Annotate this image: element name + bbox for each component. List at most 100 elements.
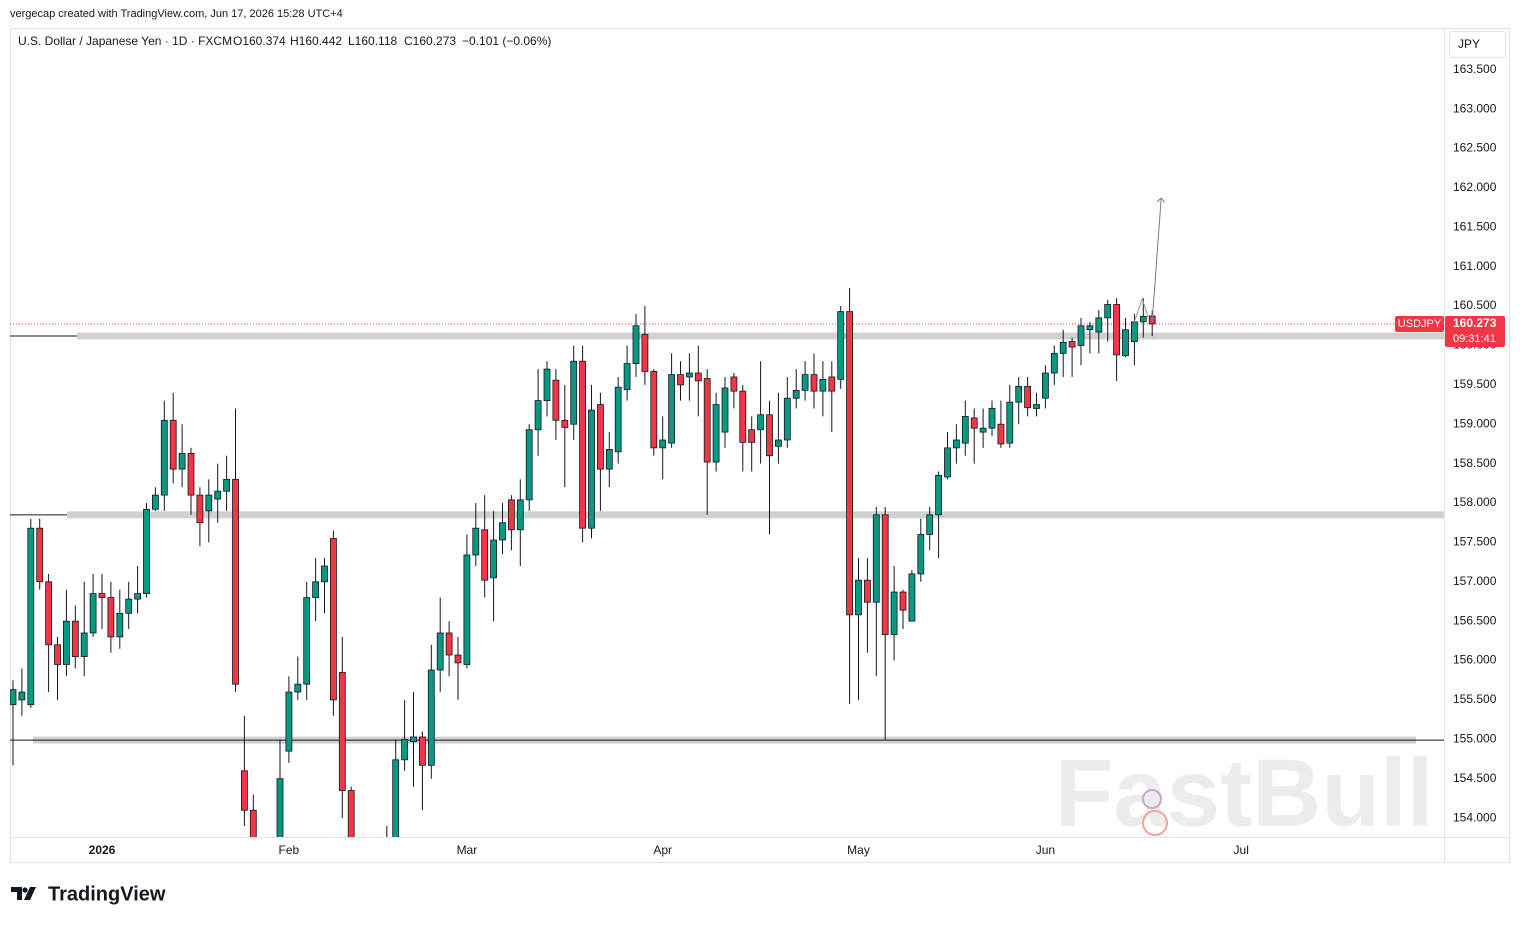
candle-body	[187, 452, 195, 496]
candle-body	[810, 374, 818, 392]
brand-icon	[11, 887, 36, 900]
candle-body	[223, 478, 231, 492]
candle-body	[917, 534, 925, 575]
candle-body	[338, 671, 346, 791]
y-tick-label: 159.500	[1453, 377, 1497, 391]
candle-body	[45, 581, 52, 646]
candle-body	[908, 573, 916, 622]
candle-body	[454, 654, 462, 664]
candle-body	[294, 683, 302, 693]
candle-body	[899, 591, 907, 611]
candle-body	[792, 389, 800, 399]
candle-body	[935, 475, 942, 516]
candle-body	[525, 429, 533, 501]
y-tick-label: 163.000	[1453, 101, 1497, 115]
candle-body	[632, 325, 640, 364]
x-tick-label: Jul	[1234, 843, 1249, 857]
candle-body	[694, 372, 702, 382]
candle-body	[543, 368, 551, 401]
symbol-tag	[1395, 315, 1444, 332]
brand-logo: TradingView	[11, 883, 166, 905]
candle-body	[721, 387, 729, 433]
candle-body	[872, 514, 880, 603]
candle-body	[677, 374, 684, 386]
legend-close: C160.273	[404, 34, 456, 48]
candle-body	[588, 409, 595, 529]
candle-body	[534, 400, 542, 431]
candle-body	[18, 691, 26, 701]
y-tick-label: 158.500	[1453, 456, 1497, 470]
x-tick-label: Feb	[279, 843, 300, 857]
y-tick-label: 161.000	[1453, 259, 1497, 273]
candle-body	[321, 565, 328, 583]
candle-body	[285, 691, 293, 752]
candle-body	[303, 597, 311, 685]
y-tick-label: 157.000	[1453, 574, 1497, 588]
y-tick-label: 160.500	[1453, 298, 1497, 312]
candle-body	[169, 419, 177, 470]
candle-body	[214, 490, 222, 500]
candle-body	[1086, 325, 1094, 331]
candle-body	[828, 376, 836, 392]
candle-body	[623, 363, 631, 390]
candle-body	[597, 404, 604, 470]
time-axis: 2026 Feb Mar Apr May Jun Jul	[89, 843, 1249, 857]
countdown: 09:31:41	[1453, 333, 1496, 345]
candle-body	[953, 439, 960, 449]
candle-body	[205, 494, 213, 512]
candle-body	[472, 527, 480, 556]
candle-body	[329, 538, 337, 701]
candle-body	[410, 736, 417, 743]
candle-body	[1050, 352, 1058, 374]
candle-body	[944, 447, 951, 478]
currency[interactable]: JPY	[1458, 37, 1480, 51]
candle-body	[401, 738, 409, 761]
candle-body	[739, 390, 747, 443]
candle-body	[846, 311, 853, 616]
legend-symbol: U.S. Dollar / Japanese Yen · 1D · FXCM	[18, 34, 232, 48]
candle-body	[499, 522, 506, 541]
y-tick-label: 156.500	[1453, 613, 1497, 627]
candle-body	[481, 529, 489, 581]
y-tick-label: 157.500	[1453, 535, 1497, 549]
candle-body	[1131, 321, 1138, 342]
candle-body	[864, 579, 871, 603]
candle-body	[427, 669, 435, 766]
brand: TradingView	[48, 883, 166, 905]
y-tick-label: 155.500	[1453, 692, 1497, 706]
watermark: FastBull	[1055, 739, 1434, 846]
candle-body	[801, 374, 809, 391]
symbol-tag-label: USDJPY	[1398, 318, 1442, 330]
frame	[10, 28, 1510, 863]
legend-change: −0.101 (−0.06%)	[462, 34, 551, 48]
legend: U.S. Dollar / Japanese Yen · 1D · FXCM O…	[18, 34, 551, 48]
y-tick-label: 163.500	[1453, 62, 1497, 76]
candle-body	[1095, 317, 1103, 333]
price-tag	[1445, 315, 1505, 347]
watermark-icon	[1142, 789, 1162, 809]
y-tick-label: 161.500	[1453, 219, 1497, 233]
candle-body	[134, 593, 142, 600]
candle-body	[1077, 325, 1085, 346]
currency-button[interactable]	[1449, 31, 1506, 58]
candle-body	[276, 778, 284, 837]
candle-body	[926, 514, 934, 535]
candle-body	[561, 419, 569, 428]
candle-body	[507, 499, 515, 531]
y-tick-label: 155.000	[1453, 731, 1497, 745]
legend-low: L160.118	[348, 34, 397, 48]
price-tag-label: 160.273	[1453, 316, 1497, 330]
candle-body	[516, 499, 524, 531]
candle-body	[881, 514, 889, 635]
candle-body	[392, 759, 400, 837]
candle-body	[1024, 386, 1031, 409]
x-tick-label: Apr	[653, 843, 672, 857]
candle-body	[463, 554, 471, 665]
y-tick-label: 158.000	[1453, 495, 1497, 509]
candle-body	[1104, 304, 1112, 319]
candle-body	[436, 632, 444, 671]
candle-body	[1015, 386, 1023, 403]
candle-body	[232, 478, 239, 685]
candle-body	[1139, 315, 1147, 323]
